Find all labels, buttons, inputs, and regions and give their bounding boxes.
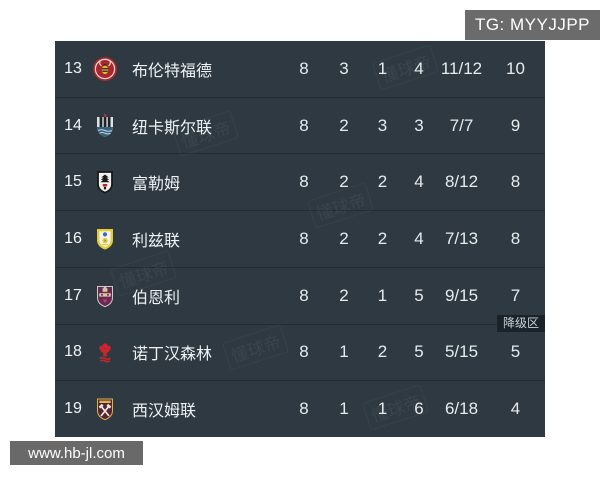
drawn-cell: 2 (377, 172, 388, 192)
team-name: 布伦特福德 (132, 62, 213, 80)
rank-cell: 18 (64, 343, 82, 361)
lost-cell: 5 (414, 342, 424, 362)
rank-cell: 17 (64, 286, 82, 304)
points-cell: 8 (510, 229, 521, 249)
team-badge-icon (91, 283, 118, 309)
lost-cell: 4 (414, 229, 424, 249)
tg-contact-label: TG: MYYJJPP (465, 10, 600, 40)
site-watermark-text: www.hb-jl.com (28, 444, 125, 462)
relegation-zone-badge: 降级区 (496, 315, 545, 332)
table-row[interactable]: 19 西汉姆联 8 1 1 6 6/18 4 (55, 380, 545, 437)
rank-cell: 14 (64, 116, 82, 134)
drawn-cell: 1 (377, 399, 388, 419)
table-row[interactable]: 16 利兹联 8 2 2 4 7/13 8 (55, 210, 545, 267)
team-badge-icon (91, 113, 118, 139)
league-table: 13 布伦特福德 8 3 1 4 11/12 10 14 纽卡斯尔联 8 2 3… (55, 41, 545, 437)
goals-cell: 9/15 (444, 285, 479, 305)
goals-cell: 6/18 (444, 399, 479, 419)
goals-cell: 11/12 (440, 58, 483, 78)
team-name: 诺丁汉森林 (132, 346, 213, 364)
table-row[interactable]: 18 诺丁汉森林 8 1 2 5 5/15 5 (55, 323, 545, 381)
won-cell: 1 (339, 399, 349, 419)
lost-cell: 4 (414, 58, 424, 78)
points-cell: 4 (510, 399, 521, 419)
won-cell: 3 (339, 58, 349, 78)
won-cell: 1 (339, 342, 349, 362)
goals-cell: 7/7 (449, 115, 474, 135)
played-cell: 8 (299, 285, 309, 305)
played-cell: 8 (299, 399, 309, 419)
drawn-cell: 2 (377, 342, 388, 362)
team-badge-icon (91, 169, 118, 195)
goals-cell: 5/15 (444, 342, 479, 362)
team-name: 西汉姆联 (132, 403, 197, 421)
team-name: 纽卡斯尔联 (132, 119, 213, 137)
table-row[interactable]: 13 布伦特福德 8 3 1 4 11/12 10 (55, 41, 545, 97)
lost-cell: 3 (414, 115, 424, 135)
goals-cell: 8/12 (444, 172, 479, 192)
team-name: 伯恩利 (132, 289, 181, 307)
points-cell: 8 (510, 172, 521, 192)
drawn-cell: 1 (377, 285, 388, 305)
team-badge-icon (91, 339, 118, 365)
points-cell: 9 (510, 115, 521, 135)
goals-cell: 7/13 (444, 229, 479, 249)
lost-cell: 5 (414, 285, 424, 305)
played-cell: 8 (299, 172, 309, 192)
table-row[interactable]: 14 纽卡斯尔联 8 2 3 3 7/7 9 (55, 96, 545, 154)
lost-cell: 6 (414, 399, 424, 419)
won-cell: 2 (339, 115, 349, 135)
team-badge-icon (91, 56, 118, 82)
table-rows: 13 布伦特福德 8 3 1 4 11/12 10 14 纽卡斯尔联 8 2 3… (55, 41, 545, 437)
played-cell: 8 (299, 58, 309, 78)
team-name: 利兹联 (132, 233, 181, 251)
team-badge-icon (91, 396, 118, 422)
won-cell: 2 (339, 229, 349, 249)
drawn-cell: 2 (377, 229, 388, 249)
table-row[interactable]: 15 富勒姆 8 2 2 4 8/12 8 (55, 153, 545, 210)
points-cell: 5 (510, 342, 521, 362)
rank-cell: 15 (64, 173, 82, 191)
rank-cell: 16 (64, 230, 82, 248)
team-badge-icon (91, 226, 118, 252)
table-row[interactable]: 17 伯恩利 8 2 1 5 9/15 7 (55, 266, 545, 324)
points-cell: 7 (510, 285, 521, 305)
won-cell: 2 (339, 172, 349, 192)
rank-cell: 13 (64, 59, 82, 77)
won-cell: 2 (339, 285, 349, 305)
drawn-cell: 1 (377, 58, 388, 78)
rank-cell: 19 (64, 400, 82, 418)
drawn-cell: 3 (377, 115, 388, 135)
site-watermark: www.hb-jl.com (10, 441, 143, 465)
team-name: 富勒姆 (132, 176, 181, 194)
played-cell: 8 (299, 342, 309, 362)
points-cell: 10 (506, 58, 525, 78)
played-cell: 8 (299, 115, 309, 135)
played-cell: 8 (299, 229, 309, 249)
tg-contact-text: TG: MYYJJPP (474, 15, 591, 34)
lost-cell: 4 (414, 172, 424, 192)
